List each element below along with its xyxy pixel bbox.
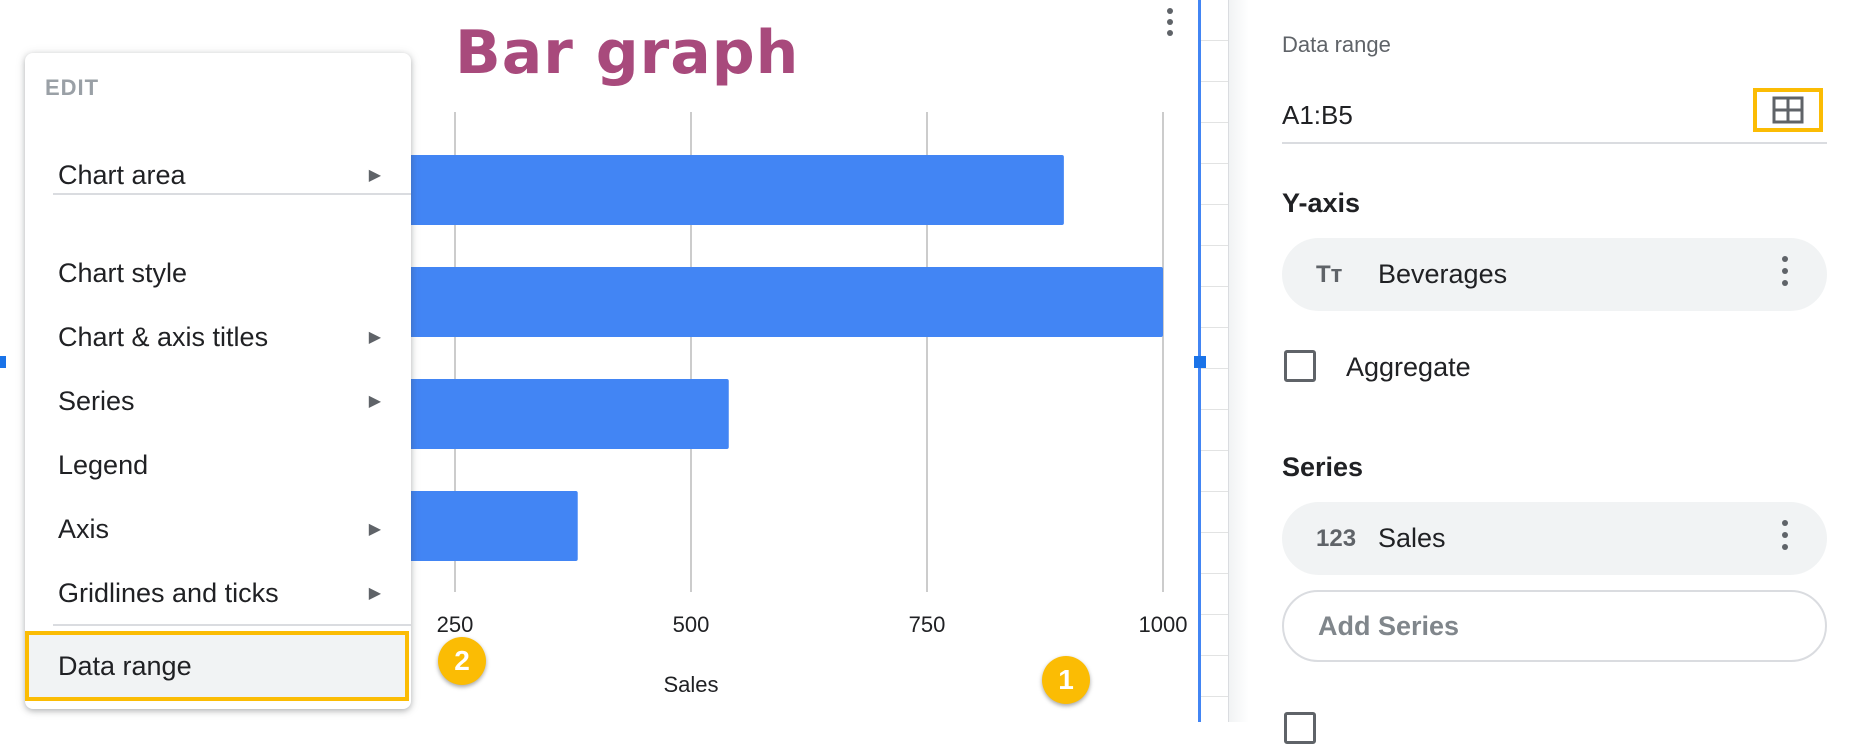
chart-title: Bar graph [455,18,800,88]
callout-2: 2 [438,637,486,685]
y-axis-chip-label: Beverages [1378,259,1508,289]
bar[interactable] [219,267,1163,337]
submenu-arrow-icon: ▶ [368,167,381,184]
submenu-arrow-icon: ▶ [368,521,381,538]
bar[interactable] [219,155,1064,225]
menu-item-label: Data range [58,650,192,681]
edit-context-menu: EDIT Chart area ▶ Chart style Chart & ax… [25,53,411,709]
add-series-button[interactable]: Add Series [1282,590,1827,662]
submenu-arrow-icon: ▶ [368,329,381,346]
menu-item-label: Chart & axis titles [58,321,269,352]
menu-item-label: Axis [58,513,110,544]
submenu-arrow-icon: ▶ [368,585,381,602]
data-range-underline [1282,142,1827,144]
menu-item-label: Series [58,385,135,416]
x-tick-label: 250 [436,612,474,637]
right-resize-handle[interactable] [1194,356,1206,368]
text-type-icon: Tт [1316,260,1343,288]
menu-item-chart-area[interactable]: Chart area ▶ [25,145,411,205]
grid-icon [1772,96,1804,124]
left-resize-handle[interactable] [0,356,6,368]
menu-item-label: Chart style [58,257,188,288]
menu-divider [53,193,411,195]
chart-more-options-icon[interactable] [1160,4,1180,48]
data-range-input[interactable]: A1:B5 [1282,100,1353,130]
submenu-arrow-icon: ▶ [368,393,381,410]
menu-item-series[interactable]: Series ▶ [25,371,411,431]
series-chip-label: Sales [1378,523,1446,553]
x-tick-label: 1000 [1138,612,1188,637]
more-vert-icon[interactable] [1781,520,1789,556]
panel-gap [1229,0,1249,722]
series-heading: Series [1282,452,1364,482]
menu-item-axis[interactable]: Axis ▶ [25,499,411,559]
menu-item-gridlines-ticks[interactable]: Gridlines and ticks ▶ [25,563,411,623]
select-data-range-button[interactable] [1753,88,1823,132]
number-type-icon: 123 [1316,524,1357,552]
menu-header: EDIT [45,75,100,100]
menu-item-label: Legend [58,449,149,480]
menu-item-data-range[interactable]: Data range [25,631,409,701]
menu-item-label: Chart area [58,159,186,190]
aggregate-checkbox[interactable] [1284,350,1316,382]
callout-1: 1 [1042,656,1090,704]
partial-checkbox[interactable] [1284,712,1316,744]
menu-item-chart-style[interactable]: Chart style [25,243,411,303]
x-tick-label: 500 [672,612,710,637]
aggregate-label: Aggregate [1346,352,1471,382]
menu-item-label: Gridlines and ticks [58,577,279,608]
series-chip[interactable]: 123 Sales [1282,502,1827,575]
menu-item-legend[interactable]: Legend [25,435,411,495]
menu-item-chart-axis-titles[interactable]: Chart & axis titles ▶ [25,307,411,367]
chart-editor-panel: Data range A1:B5 Y-axis Tт Beverages Agg… [1249,0,1870,744]
divider [1228,0,1229,722]
menu-divider [53,624,411,626]
y-axis-heading: Y-axis [1282,188,1361,218]
more-vert-icon[interactable] [1781,256,1789,292]
data-range-label: Data range [1282,32,1391,57]
x-axis-title: Sales [663,672,719,697]
x-tick-label: 750 [908,612,946,637]
y-axis-chip[interactable]: Tт Beverages [1282,238,1827,311]
